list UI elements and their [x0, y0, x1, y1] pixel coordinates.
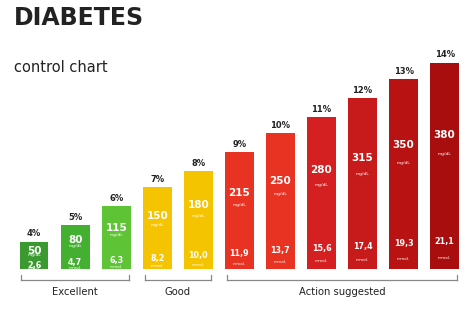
Text: mmol.: mmol.	[274, 260, 287, 264]
Text: mg/dL: mg/dL	[27, 253, 41, 257]
Text: 6,3: 6,3	[109, 256, 123, 265]
Text: 11,9: 11,9	[229, 249, 249, 258]
Bar	[430, 63, 459, 269]
Text: 2,6: 2,6	[27, 261, 41, 270]
Text: DIABETES: DIABETES	[14, 6, 145, 30]
Bar	[307, 117, 336, 269]
Text: control chart: control chart	[14, 60, 108, 75]
Bar	[102, 206, 130, 269]
Text: 150: 150	[146, 211, 168, 221]
Text: 80: 80	[68, 235, 82, 246]
Text: 8%: 8%	[191, 159, 205, 168]
Text: 21,1: 21,1	[435, 237, 455, 246]
Text: 50: 50	[27, 246, 41, 256]
Text: Good: Good	[165, 287, 191, 297]
Text: mg/dL: mg/dL	[68, 244, 82, 248]
Text: 315: 315	[352, 153, 374, 163]
Text: 115: 115	[105, 223, 127, 233]
Text: mmol.: mmol.	[315, 259, 328, 264]
Bar	[61, 225, 90, 269]
Text: mmol.: mmol.	[397, 257, 410, 261]
Text: mg/dL: mg/dL	[109, 234, 123, 237]
Text: 280: 280	[310, 165, 332, 175]
Text: mmol.: mmol.	[109, 265, 123, 269]
Text: 10,0: 10,0	[189, 252, 208, 260]
Text: 13,7: 13,7	[271, 246, 290, 256]
Text: mg/dL: mg/dL	[232, 203, 246, 207]
Text: 14%: 14%	[435, 50, 455, 59]
Text: 5%: 5%	[68, 213, 82, 222]
Text: 180: 180	[187, 200, 209, 210]
Bar	[389, 79, 418, 269]
Text: 4,7: 4,7	[68, 258, 82, 267]
Text: mg/dL: mg/dL	[273, 192, 287, 196]
Text: mg/dL: mg/dL	[397, 161, 410, 166]
Bar	[143, 187, 172, 269]
Text: Excellent: Excellent	[52, 287, 98, 297]
Text: mg/dL: mg/dL	[150, 223, 164, 227]
Text: mmol.: mmol.	[356, 258, 369, 262]
Text: mg/dL: mg/dL	[356, 172, 369, 176]
Text: mmol.: mmol.	[151, 264, 164, 268]
Text: mmol.: mmol.	[27, 267, 41, 271]
Text: mmol.: mmol.	[438, 256, 451, 260]
Text: mmol.: mmol.	[192, 263, 205, 267]
Text: 12%: 12%	[353, 86, 373, 94]
Text: mg/dL: mg/dL	[438, 152, 452, 156]
Text: 380: 380	[434, 130, 456, 140]
Bar	[184, 171, 213, 269]
Text: 11%: 11%	[311, 105, 331, 113]
Text: 10%: 10%	[271, 121, 291, 130]
Text: mmol.: mmol.	[69, 266, 82, 270]
Bar	[20, 241, 48, 269]
Text: 4%: 4%	[27, 229, 41, 238]
Text: 6%: 6%	[109, 194, 123, 203]
Text: 17,4: 17,4	[353, 242, 373, 251]
Text: 7%: 7%	[150, 175, 164, 184]
Text: Action suggested: Action suggested	[299, 287, 385, 297]
Text: 15,6: 15,6	[312, 244, 331, 253]
Text: 9%: 9%	[232, 140, 246, 149]
Text: mg/dL: mg/dL	[191, 214, 205, 217]
Bar	[266, 133, 295, 269]
Text: 250: 250	[270, 176, 292, 185]
Text: 13%: 13%	[393, 67, 414, 76]
Text: mmol.: mmol.	[233, 262, 246, 266]
Text: 350: 350	[392, 140, 414, 150]
Bar	[348, 98, 377, 269]
Bar	[225, 152, 254, 269]
Text: mg/dL: mg/dL	[315, 183, 328, 187]
Text: 8,2: 8,2	[150, 253, 164, 263]
Text: 215: 215	[228, 188, 250, 198]
Text: 19,3: 19,3	[394, 240, 413, 248]
